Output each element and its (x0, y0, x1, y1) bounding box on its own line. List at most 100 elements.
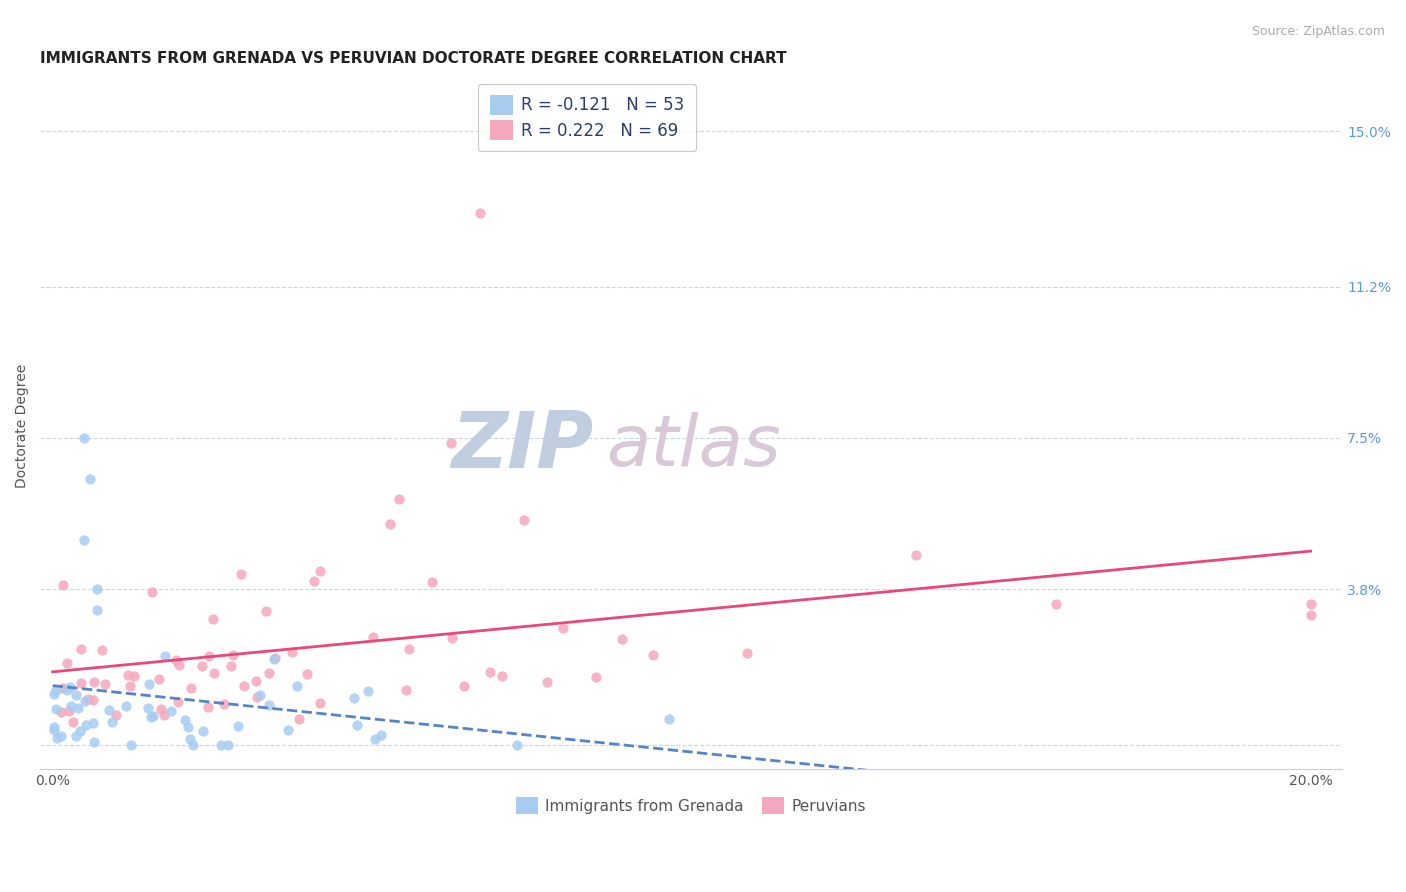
Point (167, 657, 190, 672)
Point (65, 688, 87, 702)
Point (259, 698, 281, 712)
Text: IMMIGRANTS FROM GRENADA VS PERUVIAN DOCTORATE DEGREE CORRELATION CHART: IMMIGRANTS FROM GRENADA VS PERUVIAN DOCT… (41, 51, 787, 66)
Point (309, 564, 332, 578)
Point (610, 632, 633, 646)
Point (52, 681, 75, 695)
Point (257, 666, 280, 681)
Point (82, 692, 104, 706)
Point (198, 648, 221, 663)
Point (120, 738, 142, 752)
Point (138, 677, 160, 691)
Point (453, 679, 475, 693)
Point (117, 667, 139, 681)
Point (440, 435, 463, 450)
Point (46, 731, 69, 746)
Point (245, 673, 267, 688)
Point (75, 717, 97, 731)
Point (141, 585, 163, 599)
Point (263, 652, 285, 666)
Point (70, 676, 93, 690)
Point (222, 648, 245, 662)
Point (153, 708, 176, 723)
Point (90, 642, 112, 657)
Point (217, 738, 239, 752)
Point (173, 713, 195, 727)
Point (380, 517, 402, 532)
Point (177, 720, 200, 734)
Point (160, 705, 183, 719)
Point (42, 720, 65, 734)
Point (491, 669, 513, 683)
Point (346, 717, 368, 731)
Point (905, 548, 928, 562)
Point (249, 688, 271, 702)
Legend: Immigrants from Grenada, Peruvians: Immigrants from Grenada, Peruvians (508, 788, 875, 823)
Point (70, 642, 93, 657)
Point (209, 738, 232, 752)
Point (62, 715, 84, 730)
Point (59, 699, 82, 714)
Point (219, 658, 242, 673)
Point (86, 603, 108, 617)
Point (66, 701, 89, 715)
Point (357, 684, 380, 698)
Point (440, 631, 463, 645)
Point (45, 682, 67, 697)
Point (308, 696, 330, 710)
Point (69, 724, 91, 739)
Point (58, 704, 80, 718)
Point (295, 666, 318, 681)
Point (167, 695, 190, 709)
Point (398, 641, 420, 656)
Point (191, 724, 214, 739)
Point (246, 690, 269, 704)
Point (42, 686, 65, 700)
Point (1299, 608, 1322, 623)
Point (65, 729, 87, 743)
Point (288, 712, 311, 726)
Point (643, 648, 665, 662)
Point (585, 670, 607, 684)
Point (73, 694, 96, 708)
Point (735, 646, 758, 660)
Point (551, 621, 574, 635)
Point (49, 705, 72, 719)
Point (212, 697, 235, 711)
Point (302, 574, 325, 589)
Point (479, 665, 502, 680)
Point (229, 567, 252, 582)
Point (191, 659, 214, 673)
Point (86, 582, 108, 597)
Point (470, 206, 492, 220)
Point (59, 680, 82, 694)
Point (363, 732, 385, 747)
Point (395, 683, 418, 698)
Point (150, 702, 173, 716)
Point (513, 513, 536, 527)
Point (98, 703, 121, 717)
Point (115, 698, 138, 713)
Point (254, 604, 277, 618)
Point (165, 653, 187, 667)
Point (83, 675, 105, 690)
Point (139, 710, 162, 724)
Point (42, 723, 65, 737)
Point (263, 651, 285, 665)
Point (83, 735, 105, 749)
Point (658, 712, 681, 726)
Point (101, 714, 124, 729)
Point (197, 699, 219, 714)
Point (1045, 597, 1067, 611)
Point (420, 574, 443, 589)
Point (142, 709, 165, 723)
Text: Source: ZipAtlas.com: Source: ZipAtlas.com (1251, 25, 1385, 38)
Point (45, 702, 67, 716)
Point (49, 729, 72, 743)
Point (124, 669, 146, 683)
Point (138, 701, 160, 715)
Point (82, 716, 104, 731)
Point (228, 719, 250, 733)
Point (202, 665, 225, 680)
Point (94, 677, 117, 691)
Point (361, 631, 384, 645)
